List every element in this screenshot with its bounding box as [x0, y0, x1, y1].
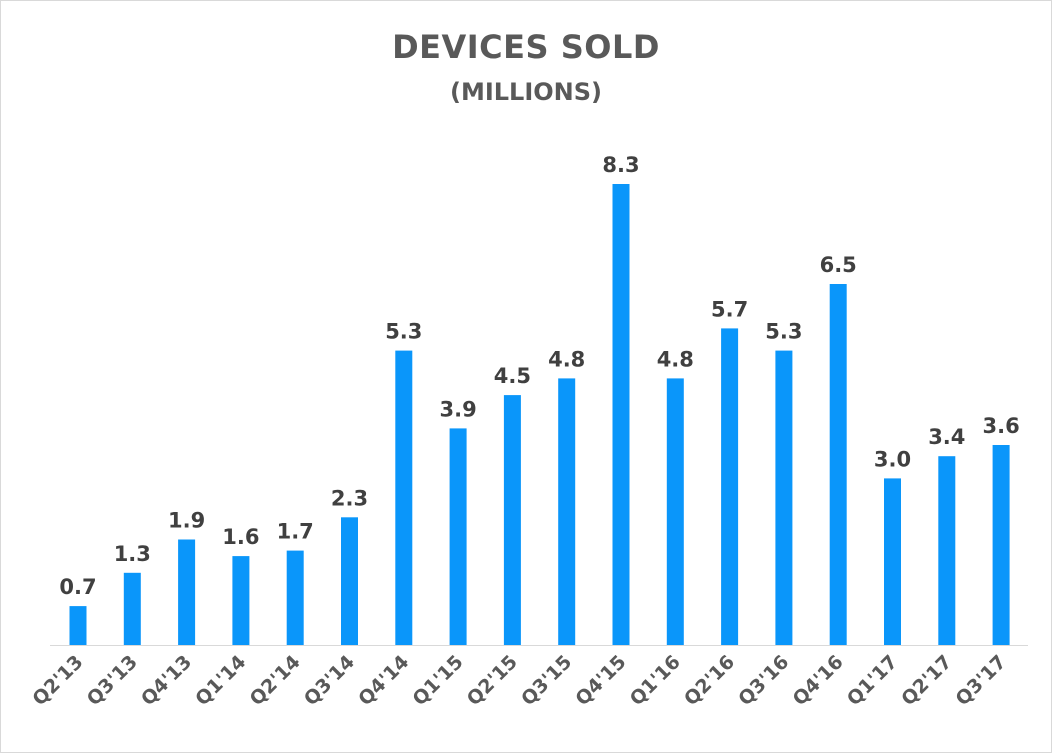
x-tick-label: Q3'16	[734, 651, 793, 710]
data-label: 5.3	[765, 320, 802, 344]
x-tick-label: Q4'16	[789, 651, 848, 710]
bar-Q1'17	[884, 478, 901, 645]
bar-Q2'16	[721, 328, 739, 645]
x-tick-label: Q4'14	[354, 651, 413, 710]
data-label: 1.7	[277, 520, 314, 544]
data-label: 3.0	[874, 447, 911, 471]
x-tick-label: Q4'13	[137, 651, 196, 710]
chart-subtitle: (MILLIONS)	[449, 78, 603, 106]
x-tick-label: Q1'17	[843, 651, 902, 710]
bar-Q2'17	[938, 456, 956, 645]
x-tick-label: Q3'13	[83, 651, 142, 710]
bar-Q4'16	[829, 284, 847, 645]
data-label: 1.3	[114, 542, 151, 566]
x-tick-label: Q2'15	[463, 651, 522, 710]
bar-Q1'16	[666, 378, 684, 645]
data-label: 3.4	[928, 425, 965, 449]
data-label: 6.5	[820, 253, 857, 277]
data-label: 1.6	[222, 525, 259, 549]
data-label: 5.3	[385, 320, 422, 344]
data-label: 5.7	[711, 297, 748, 321]
bar-Q3'16	[775, 350, 793, 645]
x-tick-label: Q2'13	[28, 651, 87, 710]
x-tick-label: Q2'17	[897, 651, 956, 710]
x-tick-label: Q2'14	[246, 651, 305, 710]
bar-Q1'15	[449, 428, 467, 645]
bar-Q3'17	[992, 445, 1010, 645]
bars-group	[69, 184, 1010, 645]
bar-Q4'15	[612, 184, 630, 645]
data-label: 1.9	[168, 509, 205, 533]
bar-Q2'13	[69, 606, 87, 645]
x-tick-label: Q3'17	[951, 651, 1010, 710]
bar-Q3'15	[558, 378, 576, 645]
data-label: 4.8	[548, 347, 585, 371]
x-tick-label: Q1'15	[408, 651, 467, 710]
x-tick-label: Q1'14	[191, 651, 250, 710]
data-label: 0.7	[59, 575, 96, 599]
bar-Q3'14	[341, 517, 358, 645]
bar-Q4'13	[178, 539, 196, 645]
bar-Q2'15	[503, 395, 521, 645]
data-label: 4.5	[494, 364, 531, 388]
bar-Q4'14	[395, 350, 413, 645]
data-label: 4.8	[657, 347, 694, 371]
x-tick-label: Q4'15	[571, 651, 630, 710]
data-labels-group: 0.7 1.3 1.9 1.6 1.7 2.3 5.3 3.9 4.5 4.8 8.3 4.8 5.7 5…	[59, 153, 1019, 599]
data-label: 3.6	[982, 414, 1019, 438]
bar-Q1'14	[232, 556, 250, 645]
x-tick-label: Q3'15	[517, 651, 576, 710]
bar-Q2'14	[286, 550, 304, 645]
data-label: 2.3	[331, 486, 368, 510]
x-tick-label: Q2'16	[680, 651, 739, 710]
x-tick-label: Q3'14	[300, 651, 359, 710]
x-tick-labels-group: Q2'13Q3'13Q4'13Q1'14Q2'14Q3'14Q4'14Q1'15…	[28, 651, 1010, 710]
data-label: 3.9	[439, 397, 476, 421]
chart-title: DEVICES SOLD	[392, 28, 660, 66]
bar-Q3'13	[123, 572, 141, 645]
x-tick-label: Q1'16	[626, 651, 685, 710]
data-label: 8.3	[602, 153, 639, 177]
